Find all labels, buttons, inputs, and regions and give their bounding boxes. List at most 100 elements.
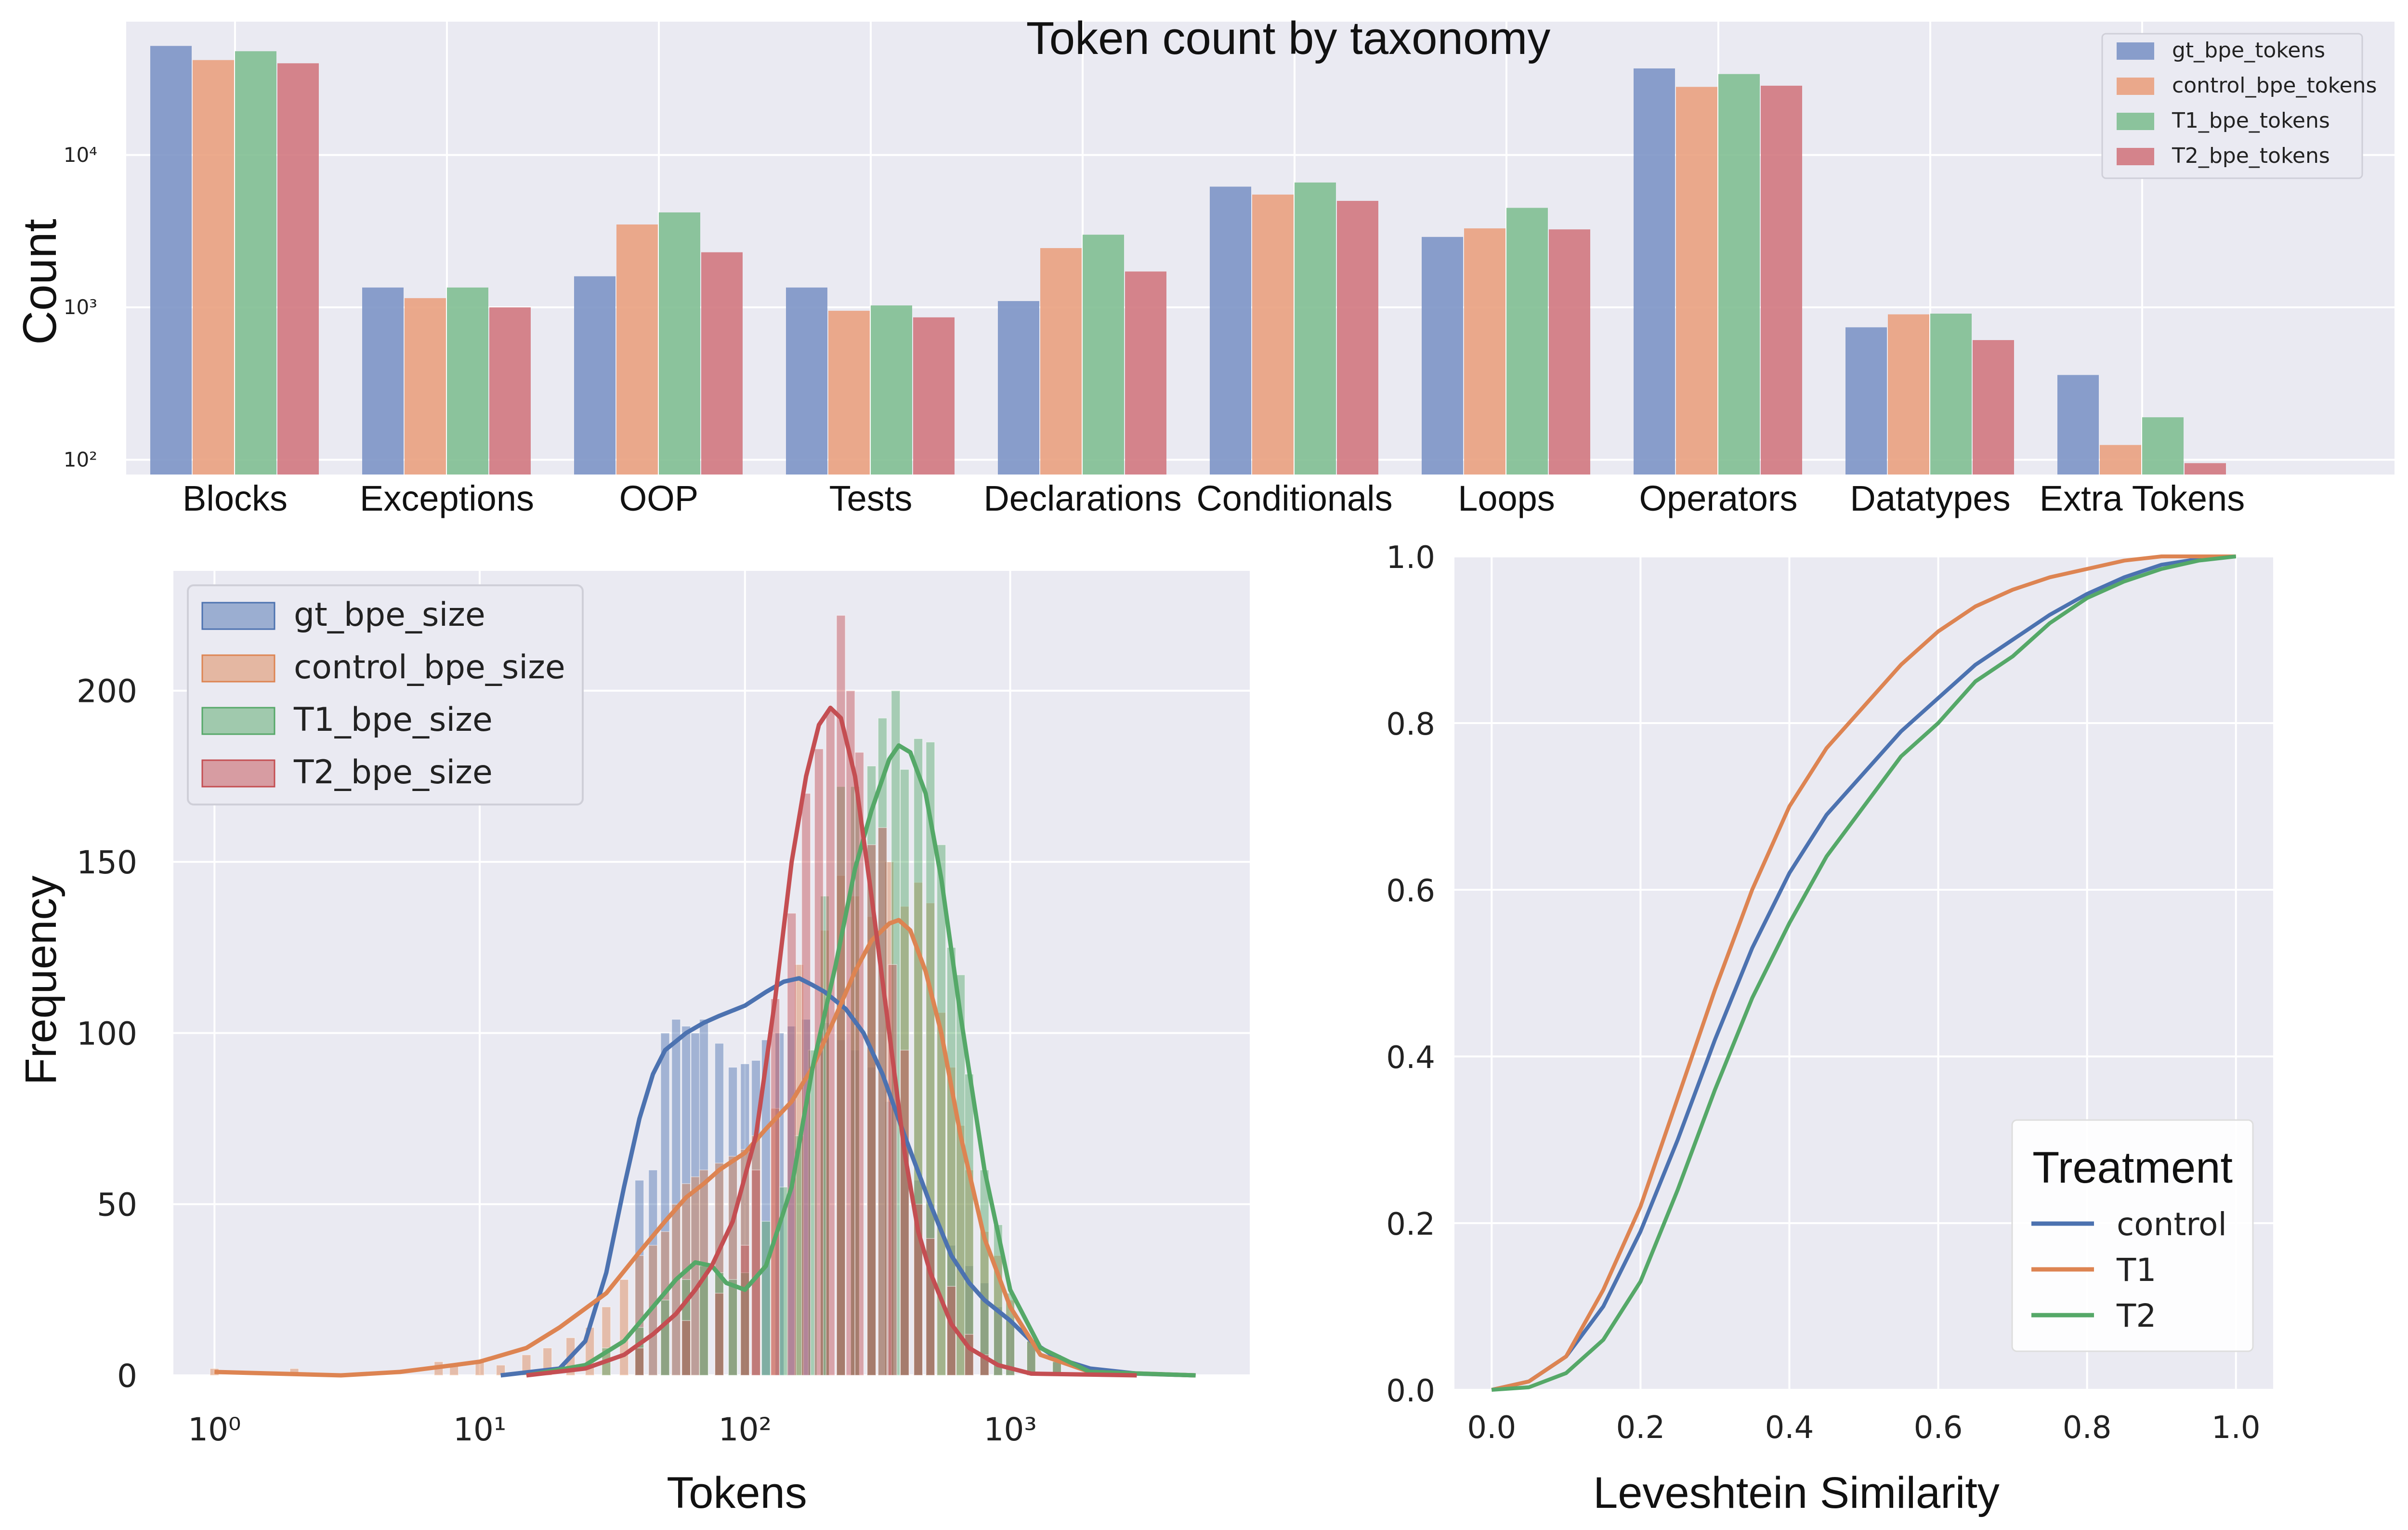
bar-T1_bpe_tokens-oop (659, 212, 700, 475)
bar-legend-swatch (2117, 148, 2154, 165)
hist-bin-control_bpe_size (671, 1203, 681, 1376)
hist-bin-T2_bpe_size (786, 912, 797, 1376)
bar-T2_bpe_tokens-oop (701, 252, 743, 475)
hist-y-tick-label: 50 (97, 1187, 137, 1224)
bar-T2_bpe_tokens-declarations (1125, 271, 1166, 475)
bar-T1_bpe_tokens-exceptions (447, 287, 488, 475)
hist-x-axis-label: Tokens (667, 1468, 807, 1517)
bar-control_bpe_tokens-tests (828, 311, 870, 475)
hist-legend-label: control_bpe_size (294, 648, 565, 686)
hist-bin-control_bpe_size (690, 1176, 700, 1376)
bar-gt_bpe_tokens-conditionals (1210, 186, 1251, 475)
ecdf-legend-box (2011, 1119, 2254, 1352)
ecdf-line-T2 (1492, 554, 2237, 1392)
hist-bin-T1_bpe_size (964, 1073, 974, 1376)
ecdf-y-tick-label: 0.4 (1386, 1040, 1435, 1076)
ecdf-lines (1491, 554, 2237, 1392)
bar-legend: gt_bpe_tokens control_bpe_tokens T1_bpe_to… (2101, 33, 2377, 179)
bar-gt_bpe_tokens-datatypes (1845, 327, 1887, 475)
hist-bin-T2_bpe_size (714, 1293, 724, 1376)
bar-y-tick-label: 10³ (64, 295, 97, 319)
ecdf-x-tick-label: 0.6 (1914, 1410, 1963, 1446)
hist-bin-T1_bpe_size (761, 1221, 771, 1376)
bar-T2_bpe_tokens-loops (1549, 229, 1590, 475)
bar-control_bpe_tokens-conditionals (1252, 194, 1294, 475)
ecdf-x-tick-label: 0.8 (2063, 1410, 2112, 1446)
ecdf-legend: Treatment control T1 T2 (2011, 1119, 2254, 1352)
ecdf-x-tick-label: 0.2 (1616, 1410, 1665, 1446)
hist-y-ticks: 0 50 100 150 200 (77, 673, 137, 1395)
bar-x-tick-label: Exceptions (360, 478, 534, 518)
hist-bin-T2_bpe_size (900, 1050, 910, 1376)
bar-x-tick-label: Tests (829, 478, 913, 518)
ecdf-line-T1 (1491, 554, 2236, 1392)
hist-bin-T2_bpe_size (770, 998, 780, 1376)
ecdf-x-tick-label: 1.0 (2212, 1410, 2261, 1446)
bar-gt_bpe_tokens-extra-tokens (2057, 375, 2099, 475)
bar-control_bpe_tokens-operators (1676, 87, 1717, 475)
bar-control_bpe_tokens-exceptions (405, 298, 446, 475)
hist-x-ticks: 10⁰ 10¹ 10² 10³ (188, 1411, 1037, 1448)
hist-kde-gt_bpe_size (500, 976, 1196, 1378)
bar-legend-label: gt_bpe_tokens (2172, 38, 2325, 63)
bar-legend-swatch (2117, 113, 2154, 130)
bar-legend-swatch (2117, 78, 2154, 95)
hist-bin-T2_bpe_size (681, 1320, 691, 1376)
bar-T1_bpe_tokens-conditionals (1295, 182, 1336, 475)
bar-gt_bpe_tokens-loops (1422, 237, 1463, 475)
bar-T1_bpe_tokens-blocks (235, 51, 276, 475)
hist-legend-swatch (201, 707, 275, 735)
bar-legend-label: T2_bpe_tokens (2172, 144, 2330, 168)
hist-bin-T2_bpe_size (877, 827, 888, 1376)
hist-legend-label: T2_bpe_size (293, 753, 493, 791)
bar-control_bpe_tokens-extra-tokens (2100, 445, 2141, 475)
hist-bin-T1_bpe_size (660, 1299, 670, 1376)
bar-T1_bpe_tokens-loops (1506, 208, 1548, 475)
ecdf-legend-label: T1 (2116, 1252, 2156, 1289)
bar-chart-title: Token count by taxonomy (1026, 13, 1551, 64)
bar-gt_bpe_tokens-operators (1634, 68, 1675, 475)
hist-y-tick-label: 150 (77, 844, 137, 881)
hist-kde-T1_bpe_size (526, 743, 1196, 1378)
hist-bin-T1_bpe_size (980, 1169, 990, 1376)
hist-bin-T2_bpe_size (825, 711, 836, 1376)
ecdf-y-tick-label: 0.8 (1386, 707, 1435, 742)
bar-legend-swatch (2117, 42, 2154, 60)
bar-T2_bpe_tokens-extra-tokens (2185, 463, 2226, 475)
hist-bin-control_bpe_size (619, 1279, 629, 1376)
hist-legend-label: gt_bpe_size (294, 596, 485, 634)
bar-y-ticks: 10² 10³ 10⁴ (64, 143, 97, 472)
ecdf-line-control (1491, 554, 2236, 1392)
bar-x-ticks: Blocks Exceptions OOP Tests Declarations Cond… (183, 478, 2245, 518)
hist-kde-T2_bpe_size (526, 705, 1137, 1378)
hist-bin-T2_bpe_size (740, 1245, 750, 1376)
bar-gt_bpe_tokens-tests (786, 287, 827, 475)
bar-T2_bpe_tokens-conditionals (1337, 200, 1378, 475)
hist-kde-control_bpe_size (214, 918, 1196, 1378)
hist-bins (209, 615, 1062, 1376)
bar-T2_bpe_tokens-datatypes (1973, 340, 2014, 475)
bar-control_bpe_tokens-datatypes (1888, 314, 1929, 475)
hist-y-tick-label: 100 (77, 1015, 137, 1052)
bar-y-tick-label: 10² (64, 448, 97, 471)
bar-legend-label: T1_bpe_tokens (2172, 108, 2330, 133)
hist-legend-box (187, 584, 584, 805)
ecdf-x-axis-label: Leveshtein Similarity (1593, 1468, 2000, 1517)
ecdf-legend-label: control (2117, 1206, 2227, 1243)
bar-control_bpe_tokens-blocks (193, 60, 234, 475)
bar-T1_bpe_tokens-tests (871, 305, 912, 475)
bar-x-tick-label: Extra Tokens (2040, 478, 2245, 518)
ecdf-y-ticks: 0.0 0.2 0.4 0.6 0.8 1.0 (1386, 540, 1435, 1409)
hist-bin-T2_bpe_size (634, 1347, 644, 1376)
hist-x-tick-label: 10² (719, 1411, 772, 1448)
ecdf-y-tick-label: 0.2 (1386, 1207, 1435, 1242)
hist-y-tick-label: 0 (117, 1358, 137, 1395)
bar-x-tick-label: Conditionals (1196, 478, 1392, 518)
hist-bin-control_bpe_size (496, 1364, 506, 1376)
hist-bin-T2_bpe_size (866, 844, 877, 1376)
bar-gt_bpe_tokens-declarations (998, 301, 1039, 475)
ecdf-y-tick-label: 0.0 (1386, 1373, 1435, 1409)
hist-kde-lines (214, 705, 1196, 1378)
bar-T2_bpe_tokens-operators (1761, 85, 1802, 475)
